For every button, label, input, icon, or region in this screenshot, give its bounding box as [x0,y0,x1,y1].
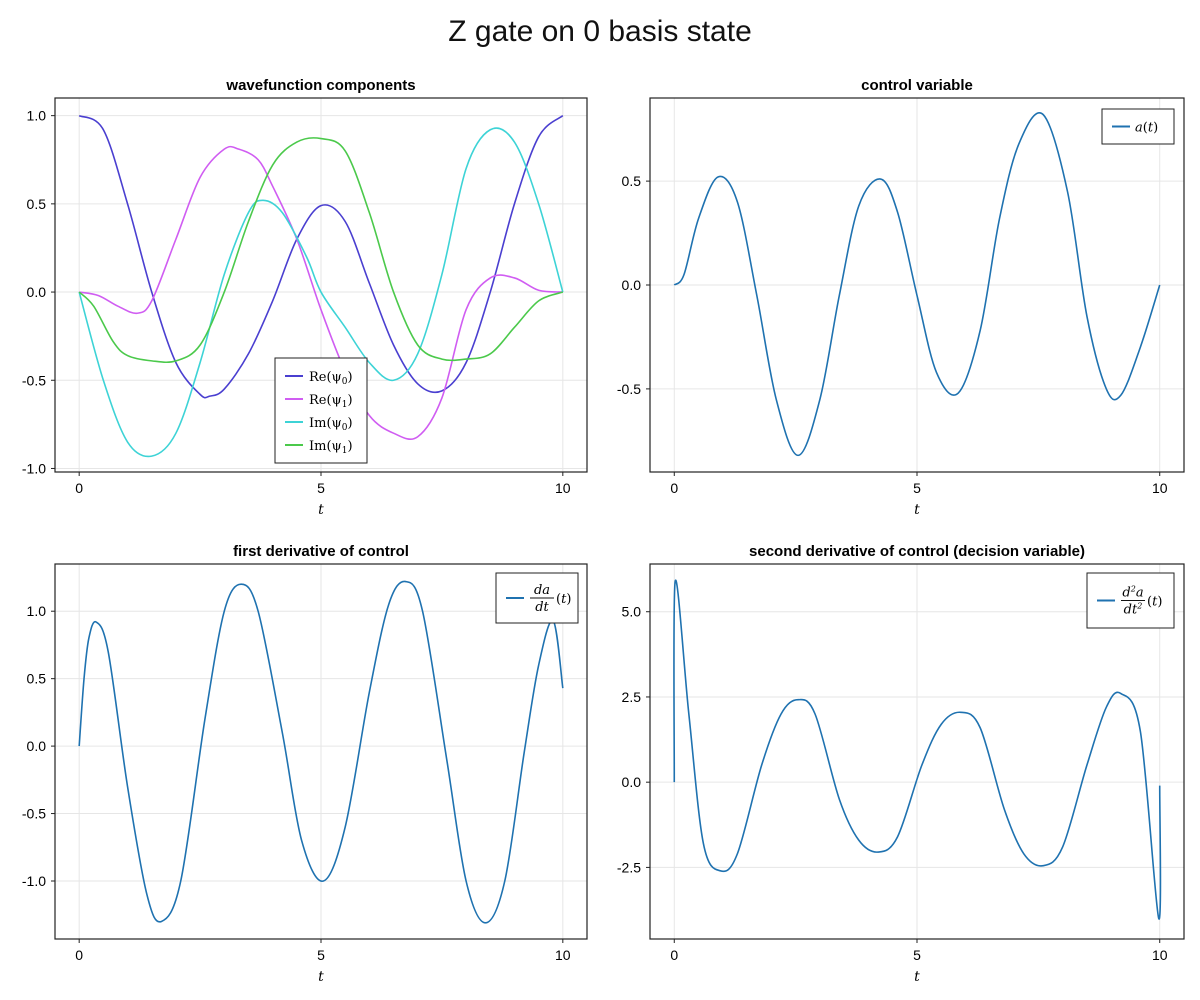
x-tick-label: 5 [913,480,921,496]
x-tick-label: 10 [1152,480,1168,496]
subplot-title: wavefunction components [225,77,415,94]
plot-frame [649,563,1185,940]
x-tick-label: 0 [75,947,83,963]
x-tick-label: 5 [317,947,325,963]
series-line [78,580,564,924]
x-axis-label: t [914,502,920,518]
legend-label: a(t) [1135,121,1158,136]
y-tick-label: 0.0 [27,284,47,300]
x-tick-label: 5 [317,480,325,496]
subplot-2: control variable 0 5 10 -0.5 0.0 0.5 t a(t) [617,77,1185,518]
y-tick-label: -1.0 [22,460,46,476]
plot-frame [649,97,1185,473]
y-tick-label: 5.0 [622,604,642,620]
figure-title: Z gate on 0 basis state [448,15,752,48]
svg-text:(t): (t) [556,592,571,607]
x-tick-label: 0 [75,480,83,496]
plot-frame [54,563,588,940]
x-tick-label: 10 [1152,947,1168,963]
x-axis-label: t [318,502,324,518]
y-tick-label: 0.0 [622,277,642,293]
x-axis-label: t [914,969,920,985]
subplot-4: second derivative of control (decision v… [617,543,1185,985]
y-tick-label: 0.5 [27,196,47,212]
plot-frame [54,97,588,473]
y-tick-label: 1.0 [27,108,47,124]
legend: a(t) [1101,108,1175,145]
x-axis-label: t [318,969,324,985]
svg-text:(t): (t) [1147,595,1162,610]
y-tick-label: 1.0 [27,603,47,619]
subplot-title: second derivative of control (decision v… [749,543,1085,560]
legend: Re(ψ0) Re(ψ1) Im(ψ0) Im(ψ1) [274,357,368,464]
y-tick-label: 0.5 [27,671,47,687]
svg-text:dt2: dt2 [1124,602,1143,618]
x-tick-label: 5 [913,947,921,963]
subplot-3: first derivative of control 0 5 10 -1.0 -0.5 0… [22,543,588,985]
svg-text:dt: dt [535,600,549,615]
x-tick-label: 0 [670,947,678,963]
x-tick-label: 10 [555,480,571,496]
y-tick-label: -2.5 [617,859,641,875]
subplot-1: wavefunction components 0 5 10 -1.0 -0.5 0.0 0.… [22,77,588,518]
y-tick-label: -0.5 [22,372,46,388]
series-line [78,127,564,458]
y-tick-label: -0.5 [617,381,641,397]
x-tick-label: 0 [670,480,678,496]
y-tick-label: -1.0 [22,873,46,889]
y-tick-label: 0.0 [622,774,642,790]
legend-label: Re(ψ0) [309,370,353,387]
x-tick-label: 10 [555,947,571,963]
legend-label: da dt (t) [530,583,571,615]
y-tick-label: -0.5 [22,806,46,822]
y-tick-label: 0.0 [27,738,47,754]
svg-text:da: da [534,583,550,598]
series-line [673,112,1161,457]
svg-text:d2a: d2a [1122,585,1143,601]
legend: da dt (t) [495,572,579,624]
series-line [78,137,564,364]
y-tick-label: 2.5 [622,689,642,705]
legend-label: Im(ψ1) [309,439,353,456]
y-tick-label: 0.5 [622,173,642,189]
subplot-title: first derivative of control [233,543,409,560]
series-line [78,114,564,399]
legend-label: Im(ψ0) [309,416,353,433]
subplot-title: control variable [861,77,973,94]
legend-label: Re(ψ1) [309,393,353,410]
series-line [673,579,1162,920]
